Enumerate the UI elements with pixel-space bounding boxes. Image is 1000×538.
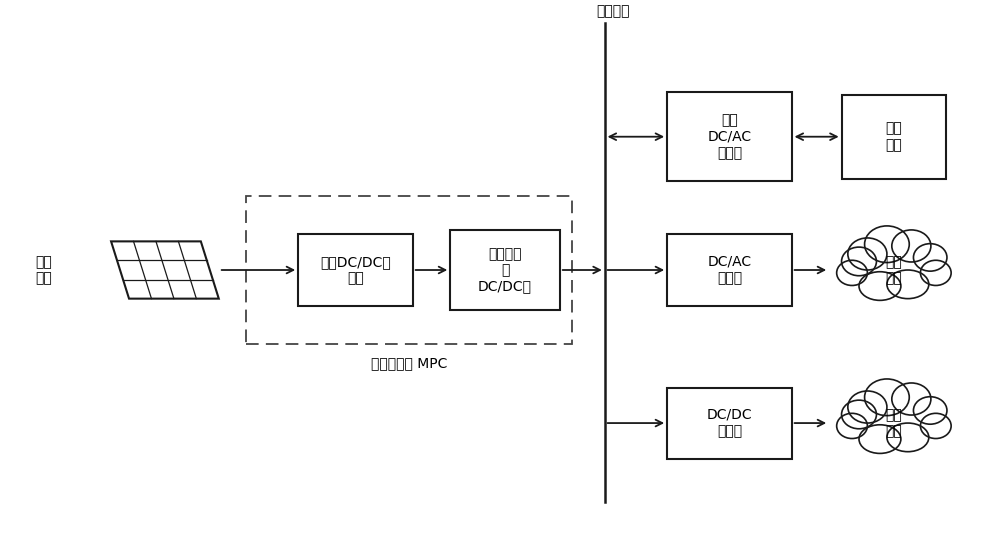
Bar [667, 235, 792, 306]
Ellipse shape [913, 244, 947, 271]
Ellipse shape [892, 383, 931, 415]
Ellipse shape [887, 423, 929, 452]
Text: 单向DC/DC变
换器: 单向DC/DC变 换器 [320, 255, 391, 285]
Text: 串联型双
向
DC/DC单: 串联型双 向 DC/DC单 [478, 247, 532, 293]
Bar [246, 196, 572, 344]
Ellipse shape [865, 226, 909, 263]
Bar [450, 230, 560, 310]
Ellipse shape [892, 230, 931, 262]
Ellipse shape [837, 413, 867, 438]
Ellipse shape [848, 238, 887, 270]
Text: 直流母线: 直流母线 [596, 4, 629, 18]
Text: 直流
负荷: 直流 负荷 [886, 408, 902, 438]
Text: 串联混合型 MPC: 串联混合型 MPC [371, 356, 447, 370]
Polygon shape [111, 242, 219, 299]
Ellipse shape [859, 272, 901, 300]
Ellipse shape [842, 400, 876, 429]
Text: 双向
DC/AC
变换器: 双向 DC/AC 变换器 [707, 114, 751, 160]
Ellipse shape [859, 425, 901, 454]
Ellipse shape [842, 247, 876, 276]
Text: DC/AC
变换器: DC/AC 变换器 [707, 255, 751, 285]
Bar [667, 387, 792, 458]
Ellipse shape [920, 260, 951, 286]
Ellipse shape [848, 391, 887, 423]
Text: DC/DC
变换器: DC/DC 变换器 [707, 408, 752, 438]
Ellipse shape [865, 379, 909, 416]
Ellipse shape [837, 260, 867, 286]
Bar [298, 235, 413, 306]
Bar [667, 93, 792, 181]
Text: 光伏
电池: 光伏 电池 [35, 255, 52, 285]
Bar [842, 95, 946, 179]
Text: 交流
负荷: 交流 负荷 [886, 255, 902, 285]
Ellipse shape [887, 270, 929, 299]
Text: 交流
电网: 交流 电网 [886, 122, 902, 152]
Ellipse shape [920, 413, 951, 438]
Ellipse shape [913, 397, 947, 424]
